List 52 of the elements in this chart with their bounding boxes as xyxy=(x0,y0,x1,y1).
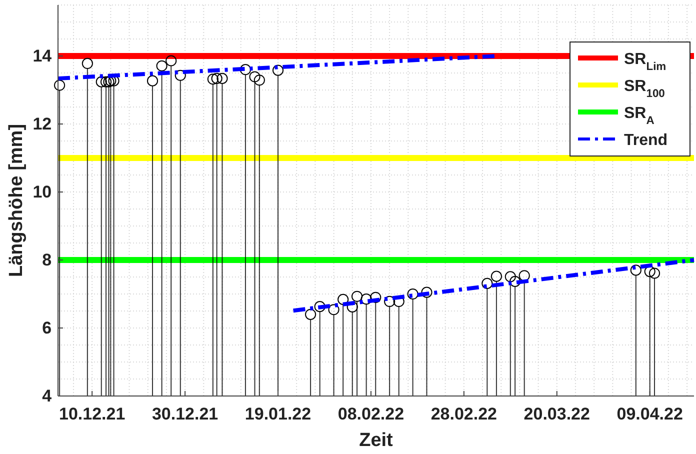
point xyxy=(272,64,284,76)
point xyxy=(421,286,432,298)
y-tick-label: 14 xyxy=(32,46,52,66)
point xyxy=(156,60,168,72)
x-tick-label: 30.12.21 xyxy=(152,404,218,424)
point xyxy=(630,264,642,276)
point xyxy=(207,74,218,85)
point xyxy=(648,268,660,279)
point xyxy=(490,270,502,282)
x-axis-title: Zeit xyxy=(359,430,394,451)
ref-line-label: SR$_{Lim}$ xyxy=(624,51,666,73)
point xyxy=(314,301,326,312)
point xyxy=(96,76,107,88)
point xyxy=(216,72,228,84)
y-tick-label: 6 xyxy=(42,318,52,338)
point xyxy=(249,71,260,82)
point xyxy=(328,304,340,316)
point xyxy=(166,55,177,66)
point xyxy=(304,308,316,320)
x-tick-label: 10.12.21 xyxy=(58,404,126,424)
y-tick-label: 10 xyxy=(32,182,52,202)
y-tick-label: 8 xyxy=(42,250,52,270)
y-tick-label: 4 xyxy=(42,386,52,406)
x-tick-label: 28.02.22 xyxy=(430,404,498,424)
x-tick-label: 08.02.22 xyxy=(338,404,404,424)
point xyxy=(518,270,530,282)
point xyxy=(240,64,252,76)
y-axis-title: Längshöhe [mm] xyxy=(6,124,27,278)
point xyxy=(407,288,418,300)
point xyxy=(338,294,349,305)
point xyxy=(370,292,382,303)
point xyxy=(100,76,112,88)
point xyxy=(174,70,186,81)
x-tick-label: 20.03.22 xyxy=(524,404,590,424)
point xyxy=(82,58,93,70)
point xyxy=(360,294,372,305)
legend-label: SR$_{100}$ xyxy=(624,78,665,100)
x-tick-label: 09.04.22 xyxy=(616,404,683,424)
point xyxy=(644,266,656,278)
point xyxy=(254,74,265,86)
legend-label: SR$_{A}$ xyxy=(624,105,654,127)
point xyxy=(510,276,521,287)
point xyxy=(54,80,66,91)
point xyxy=(146,75,158,86)
point xyxy=(482,278,493,289)
point xyxy=(211,72,222,84)
y-tick-label: 12 xyxy=(32,114,52,134)
point xyxy=(351,290,363,302)
point xyxy=(504,271,516,282)
x-tick-label: 19.01.22 xyxy=(244,404,312,424)
point xyxy=(384,296,396,308)
legend-label: Trend xyxy=(624,132,668,149)
